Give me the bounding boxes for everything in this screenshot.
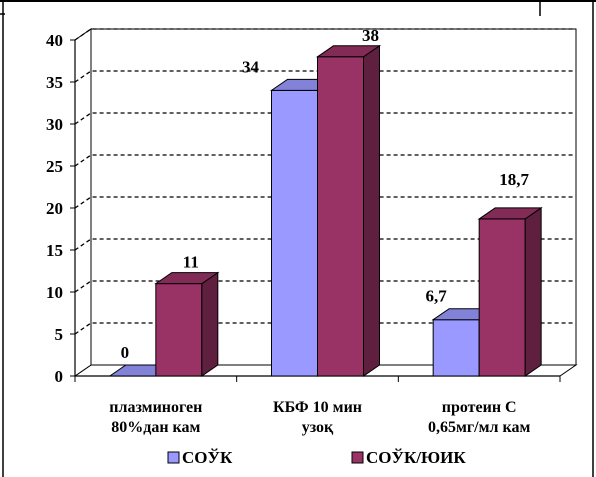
y-tick-label: 35 (46, 73, 63, 92)
y-tick-label: 15 (46, 241, 63, 260)
bar-series2 (154, 271, 220, 377)
legend-label: СОЎК/ЮИК (366, 448, 466, 467)
y-tick-label: 5 (55, 325, 64, 344)
legend-label: СОЎК (182, 448, 233, 467)
data-label: 11 (183, 253, 199, 272)
bar-front (317, 56, 364, 377)
data-label: 34 (242, 57, 260, 76)
category-label: КБФ 10 мин (273, 399, 362, 416)
bar-series2 (315, 44, 382, 377)
bar-top (477, 207, 543, 220)
data-label: 18,7 (499, 170, 529, 189)
y-tick-label: 40 (46, 31, 63, 50)
category-label: протеин С (442, 399, 517, 416)
bar-front (155, 283, 203, 377)
bar-front (432, 319, 480, 377)
legend-swatch (167, 451, 180, 464)
y-tick-label: 20 (46, 199, 63, 218)
bar-top (315, 45, 382, 58)
bar-front (271, 89, 318, 377)
bar-side (201, 271, 219, 377)
y-tick-label: 0 (55, 367, 64, 386)
data-label: 0 (121, 343, 130, 362)
category-label: 80%дан кам (111, 419, 200, 436)
data-label: 38 (362, 26, 379, 45)
category-label: 0,65мг/мл кам (428, 419, 530, 436)
legend-swatch (351, 451, 364, 464)
bar-side (524, 206, 542, 377)
bar-front (478, 218, 526, 377)
data-labels: 0 34 6,7 11 38 18,7 (121, 26, 530, 362)
y-tick-label: 30 (46, 115, 63, 134)
bar-series2 (477, 206, 543, 377)
category-label: узоқ (302, 419, 334, 436)
y-tick-label: 10 (46, 283, 63, 302)
legend: СОЎК СОЎК/ЮИК (167, 448, 466, 467)
y-tick-label: 25 (46, 157, 63, 176)
category-label: плазминоген (109, 399, 202, 416)
bar-top (154, 272, 220, 285)
bar-side (363, 44, 380, 377)
bars (108, 44, 543, 377)
data-label: 6,7 (426, 287, 448, 306)
